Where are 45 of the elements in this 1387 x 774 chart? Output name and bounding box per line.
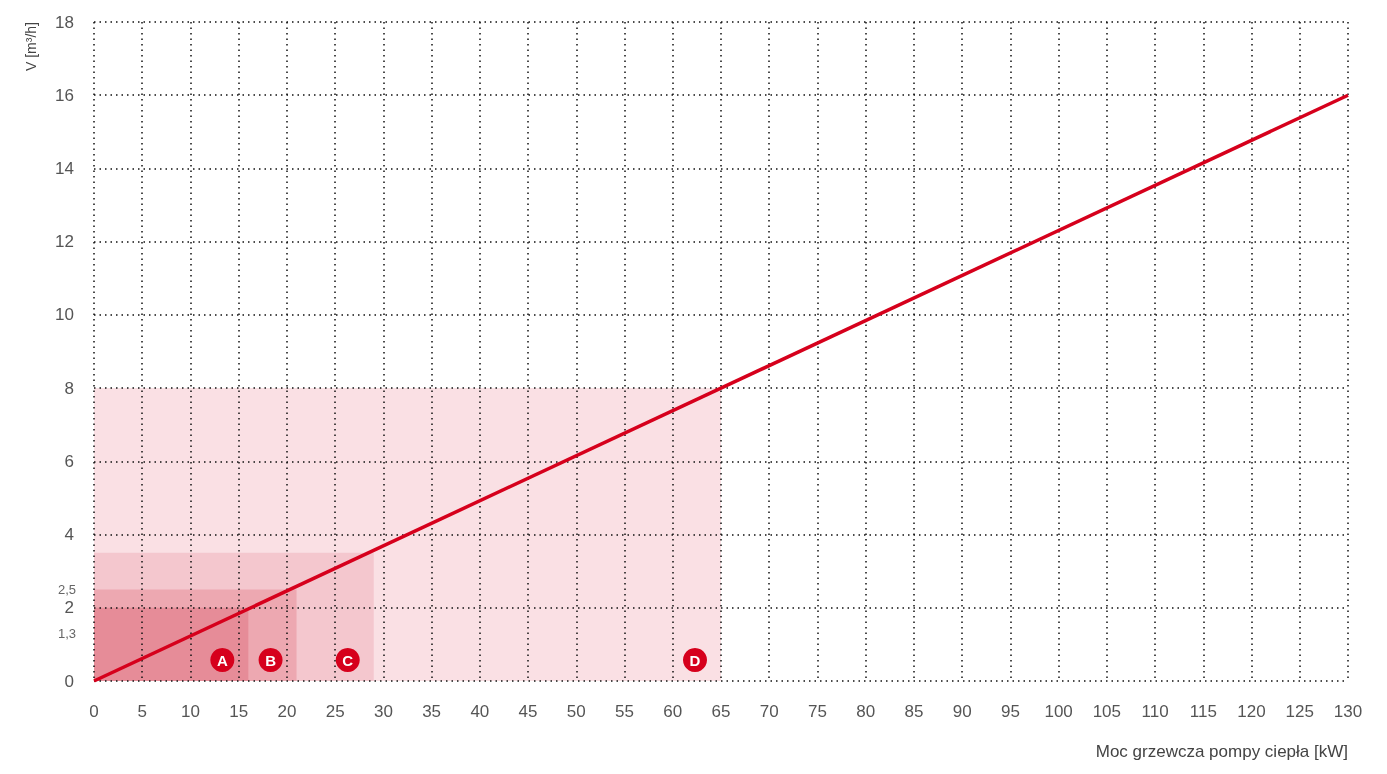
y-tick-label: 6 [64, 451, 74, 471]
y-tick-label: 0 [64, 671, 74, 691]
y-tick-label: 18 [55, 12, 74, 32]
x-tick-label: 35 [422, 702, 442, 721]
y-tick-label: 14 [55, 158, 74, 178]
y-tick-label: 4 [64, 525, 74, 545]
x-tick-label: 60 [663, 702, 683, 721]
series-label: B [265, 651, 277, 669]
y-tick-label: 16 [55, 85, 74, 105]
x-tick-label: 30 [373, 702, 393, 721]
x-tick-label: 90 [952, 702, 972, 721]
x-tick-label: 70 [759, 702, 779, 721]
x-tick-label: 45 [518, 702, 538, 721]
x-tick-label: 10 [181, 702, 200, 721]
x-tick-label: 65 [711, 702, 731, 721]
y-tick-label: 2 [64, 598, 74, 618]
x-tick-label: 105 [1092, 702, 1122, 721]
x-tick-label: 20 [277, 702, 297, 721]
x-tick-label: 25 [325, 702, 345, 721]
y-tick-label: 8 [64, 378, 74, 398]
x-tick-label: 15 [229, 702, 249, 721]
x-tick-label: 120 [1237, 702, 1266, 721]
x-tick-label: 0 [89, 702, 99, 721]
y-tick-label: 12 [55, 232, 74, 252]
x-axis-title: Moc grzewcza pompy ciepła [kW] [1095, 742, 1348, 761]
series-label: D [689, 651, 701, 669]
x-tick-label: 75 [808, 702, 827, 721]
y-axis-title: V [m³/h] [23, 22, 39, 72]
x-tick-label: 115 [1189, 702, 1217, 721]
series-label: C [342, 651, 354, 669]
x-tick-label: 80 [856, 702, 876, 721]
y-tick-label: 1,3 [57, 625, 76, 641]
x-tick-label: 5 [137, 702, 147, 721]
x-tick-label: 55 [615, 702, 634, 721]
y-tick-label: 2,5 [57, 581, 76, 597]
x-tick-label: 85 [904, 702, 924, 721]
x-tick-label: 110 [1141, 702, 1169, 721]
series-label: A [216, 651, 228, 669]
x-tick-label: 40 [470, 702, 490, 721]
x-tick-label: 95 [1000, 702, 1020, 721]
x-tick-label: 100 [1044, 702, 1073, 721]
x-tick-label: 130 [1333, 702, 1363, 721]
x-tick-label: 125 [1285, 702, 1314, 721]
y-tick-label: 10 [55, 305, 74, 325]
x-tick-label: 50 [566, 702, 586, 721]
